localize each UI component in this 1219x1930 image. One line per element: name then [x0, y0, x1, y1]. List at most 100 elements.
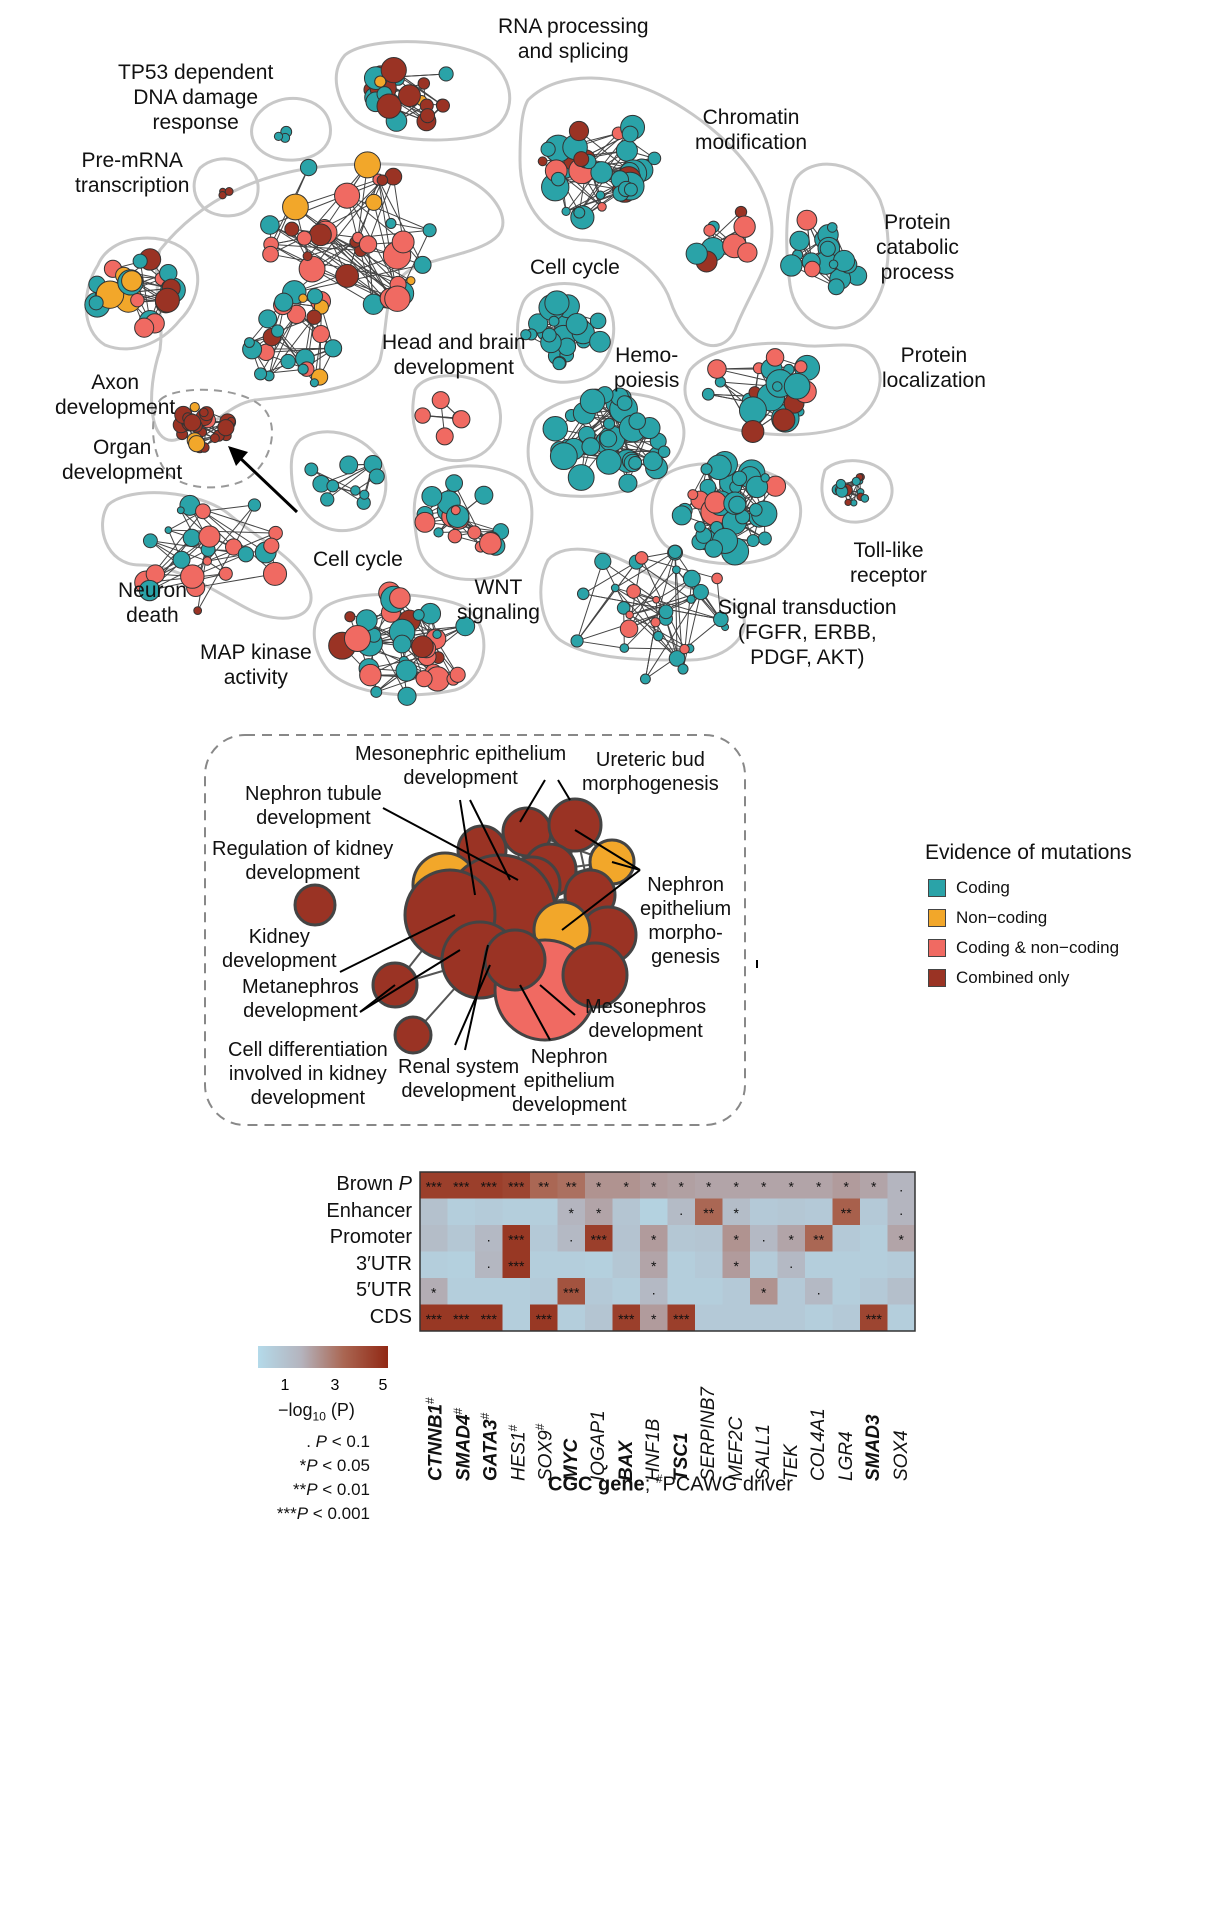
network-node [296, 230, 312, 246]
cluster-label-neuron: Neuron death [118, 579, 187, 627]
heatmap-cell [502, 1278, 530, 1305]
significance-mark: *** [453, 1311, 470, 1327]
network-node [542, 415, 569, 442]
heatmap-cell [612, 1278, 640, 1305]
network-node [686, 594, 696, 604]
network-node [202, 556, 213, 566]
significance-legend-item: . P < 0.1 [306, 1432, 370, 1451]
network-node [237, 546, 255, 563]
network-edge [576, 561, 604, 642]
network-node [552, 356, 566, 371]
network-node [436, 98, 450, 113]
network-node [419, 108, 436, 124]
network-node [304, 462, 319, 477]
significance-mark: * [871, 1178, 877, 1194]
network-node [579, 388, 606, 415]
heatmap-cell [832, 1251, 860, 1278]
heatmap-cell [447, 1251, 475, 1278]
network-node [741, 420, 765, 444]
zoom-label: Metanephros development [242, 976, 359, 1022]
blob-axon [84, 236, 200, 351]
heatmap-cell [447, 1172, 475, 1199]
heatmap-cell [502, 1198, 530, 1225]
zoom-label: Mesonephros development [585, 996, 707, 1042]
network-node [803, 260, 821, 278]
heatmap-cell [475, 1172, 503, 1199]
network-node [414, 407, 431, 424]
network-node [389, 587, 411, 609]
network-edge [614, 587, 678, 659]
heatmap-cell [612, 1172, 640, 1199]
heatmap-col-label: LGR4 [835, 1431, 857, 1481]
heatmap-cell [640, 1251, 668, 1278]
colorbar-tick: 3 [331, 1377, 340, 1394]
heatmap-cell [805, 1278, 833, 1305]
network-node [415, 670, 433, 688]
heatmap-cell [585, 1278, 613, 1305]
significance-mark: * [844, 1178, 850, 1194]
network-node [603, 417, 616, 430]
heatmap-cell [475, 1304, 503, 1331]
network-node [599, 429, 618, 448]
heatmap-cell [860, 1304, 888, 1331]
network-node [320, 492, 335, 507]
zoom-label: Nephron epithelium development [512, 1046, 627, 1116]
significance-mark: · [486, 1258, 491, 1274]
network-node [376, 93, 402, 119]
network-edge [644, 591, 702, 680]
network-node [528, 313, 549, 334]
zoom-label: Nephron epithelium morpho-genesis [640, 874, 732, 968]
significance-mark: * [651, 1231, 657, 1247]
network-node [550, 171, 566, 187]
heatmap-cell [832, 1198, 860, 1225]
network-node [432, 629, 442, 640]
network-node [728, 495, 747, 514]
network-node [541, 327, 557, 343]
heatmap-cell [585, 1304, 613, 1331]
heatmap-cell [667, 1304, 695, 1331]
leader-line [574, 829, 641, 871]
blob-headbrain [411, 374, 502, 463]
significance-mark: * [734, 1205, 740, 1221]
heatmap-cell [557, 1251, 585, 1278]
significance-mark: * [789, 1231, 795, 1247]
heatmap-cell [750, 1278, 778, 1305]
heatmap-cell [530, 1198, 558, 1225]
heatmap-cell [860, 1225, 888, 1252]
network-node [549, 442, 578, 471]
network-node [565, 313, 588, 336]
zoom-label: Mesonephric epithelium development [355, 743, 567, 789]
heatmap-cell [777, 1198, 805, 1225]
heatmap-cell [557, 1172, 585, 1199]
network-edge [150, 540, 208, 562]
network-node [392, 634, 412, 654]
significance-mark: * [651, 1311, 657, 1327]
network-node [343, 625, 371, 653]
significance-mark: *** [453, 1178, 470, 1194]
network-node [827, 278, 845, 296]
network-node [225, 538, 243, 556]
network-node [597, 202, 607, 212]
network-node [746, 534, 760, 548]
network-edge [195, 573, 276, 588]
zoom-label: Cell differentiation involved in kidney de… [228, 1039, 388, 1109]
cluster-label-protcat: Protein catabolic process [876, 211, 959, 284]
significance-mark: · [569, 1231, 574, 1247]
network-node [628, 412, 646, 430]
network-node [198, 525, 221, 548]
heatmap-cell [585, 1225, 613, 1252]
blob-premrna [192, 157, 260, 218]
network-node [667, 544, 683, 559]
network-node [860, 494, 870, 503]
heatmap-row-label: 5′UTR [356, 1279, 412, 1301]
legend-item-both: Coding & non−coding [928, 938, 1119, 958]
network-node [449, 666, 466, 683]
heatmap-cell [750, 1251, 778, 1278]
heatmap-cell [420, 1304, 448, 1331]
legend-title: Evidence of mutations [925, 841, 1132, 864]
heatmap-cell [420, 1278, 448, 1305]
network-node [421, 485, 443, 507]
network-node [619, 643, 630, 653]
network-node [188, 435, 206, 453]
